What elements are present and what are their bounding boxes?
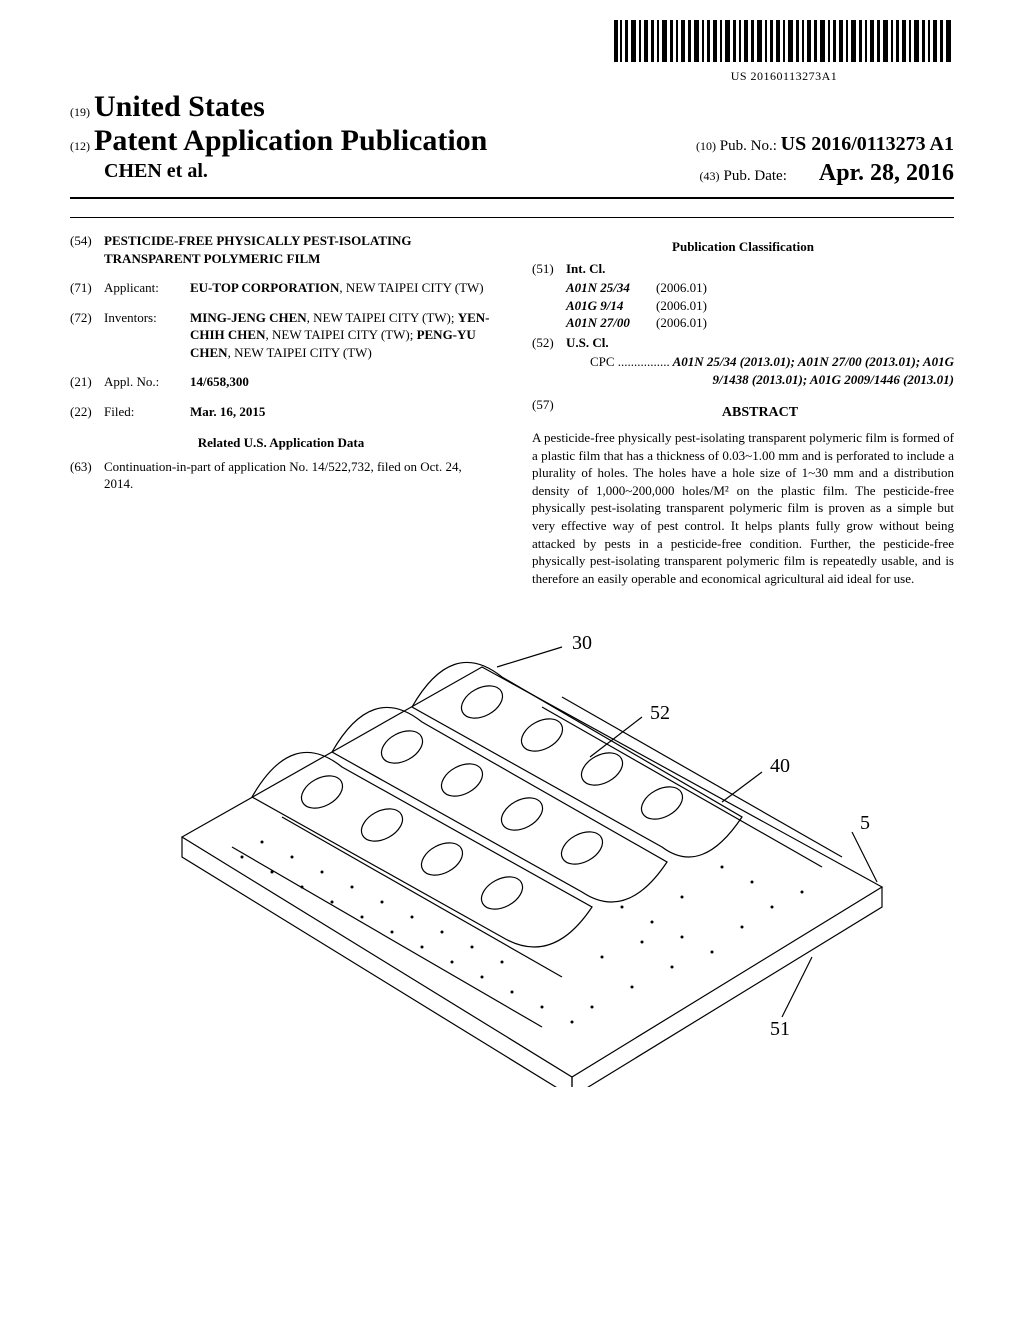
cpc-text: A01N 25/34 (2013.01); A01N 27/00 (2013.0…	[670, 354, 954, 387]
num-72: (72)	[70, 309, 104, 362]
intcl-list: A01N 25/34 (2006.01) A01G 9/14 (2006.01)…	[532, 279, 954, 332]
inventor-3-rest: , NEW TAIPEI CITY (TW)	[228, 345, 372, 360]
label-51: Int. Cl.	[566, 260, 605, 278]
num-71: (71)	[70, 279, 104, 297]
pub-no: US 2016/0113273 A1	[781, 133, 954, 155]
related-heading: Related U.S. Application Data	[70, 434, 492, 452]
applicant-rest: , NEW TAIPEI CITY (TW)	[339, 280, 483, 295]
val-21: 14/658,300	[190, 373, 492, 391]
cpc-prefix: CPC ................	[590, 354, 670, 369]
prefix-19: (19)	[70, 105, 90, 119]
intcl-code-2: A01N 27/00	[566, 314, 656, 332]
fig-label-40: 40	[770, 755, 790, 777]
label-52: U.S. Cl.	[566, 334, 609, 352]
fig-label-51: 51	[770, 1018, 790, 1040]
prefix-12: (12)	[70, 139, 90, 153]
rule-thin	[70, 217, 954, 218]
barcode-text: US 20160113273A1	[614, 69, 954, 84]
pub-no-label: Pub. No.:	[720, 138, 777, 154]
num-63: (63)	[70, 458, 104, 493]
patent-figure: 30 52 40 5 51	[122, 607, 902, 1087]
applicant-name: EU-TOP CORPORATION	[190, 280, 339, 295]
intcl-code-1: A01G 9/14	[566, 297, 656, 315]
prefix-10: (10)	[696, 139, 716, 153]
num-52: (52)	[532, 334, 566, 352]
patent-page: US 20160113273A1 (19) United States (12)…	[0, 0, 1024, 1320]
prefix-43: (43)	[700, 169, 720, 183]
fig-label-52: 52	[650, 702, 670, 724]
field-54: (54) PESTICIDE-FREE PHYSICALLY PEST-ISOL…	[70, 232, 492, 267]
abstract-label: ABSTRACT	[566, 404, 954, 423]
fig-label-5: 5	[860, 812, 870, 834]
cpc-block: CPC ................ A01N 25/34 (2013.01…	[532, 353, 954, 388]
doc-type: Patent Application Publication	[94, 124, 487, 157]
pub-date: Apr. 28, 2016	[819, 160, 954, 186]
rule-thick	[70, 197, 954, 199]
num-22: (22)	[70, 403, 104, 421]
fig-label-30: 30	[572, 632, 592, 654]
label-72: Inventors:	[104, 309, 190, 362]
right-column: Publication Classification (51) Int. Cl.…	[532, 232, 954, 587]
inventor-1: MING-JENG CHEN	[190, 310, 307, 325]
intcl-row-2: A01N 27/00 (2006.01)	[566, 314, 954, 332]
barcode-block: US 20160113273A1	[614, 20, 954, 84]
country-label: United States	[94, 90, 265, 123]
field-51: (51) Int. Cl.	[532, 260, 954, 278]
body-71: EU-TOP CORPORATION, NEW TAIPEI CITY (TW)	[190, 279, 492, 297]
field-71: (71) Applicant: EU-TOP CORPORATION, NEW …	[70, 279, 492, 297]
intcl-row-0: A01N 25/34 (2006.01)	[566, 279, 954, 297]
figure-area: 30 52 40 5 51	[70, 607, 954, 1092]
field-52: (52) U.S. Cl.	[532, 334, 954, 352]
inventor-2-rest: , NEW TAIPEI CITY (TW);	[265, 327, 416, 342]
field-63: (63) Continuation-in-part of application…	[70, 458, 492, 493]
title-54: PESTICIDE-FREE PHYSICALLY PEST-ISOLATING…	[104, 232, 492, 267]
abstract-text: A pesticide-free physically pest-isolati…	[532, 429, 954, 587]
label-22: Filed:	[104, 403, 190, 421]
field-72: (72) Inventors: MING-JENG CHEN, NEW TAIP…	[70, 309, 492, 362]
val-22: Mar. 16, 2015	[190, 403, 492, 421]
inventor-1-rest: , NEW TAIPEI CITY (TW);	[307, 310, 458, 325]
intcl-ver-2: (2006.01)	[656, 314, 954, 332]
num-51: (51)	[532, 260, 566, 278]
intcl-row-1: A01G 9/14 (2006.01)	[566, 297, 954, 315]
intcl-ver-0: (2006.01)	[656, 279, 954, 297]
intcl-code-0: A01N 25/34	[566, 279, 656, 297]
pub-date-label: Pub. Date:	[724, 168, 787, 184]
classif-heading: Publication Classification	[532, 238, 954, 256]
field-57: (57) ABSTRACT	[532, 396, 954, 427]
header: (19) United States (12) Patent Applicati…	[70, 90, 954, 187]
label-21: Appl. No.:	[104, 373, 190, 391]
authors-line: CHEN et al.	[70, 160, 208, 187]
label-71: Applicant:	[104, 279, 190, 297]
num-54: (54)	[70, 232, 104, 267]
num-57: (57)	[532, 396, 566, 427]
body-72: MING-JENG CHEN, NEW TAIPEI CITY (TW); YE…	[190, 309, 492, 362]
num-21: (21)	[70, 373, 104, 391]
field-22: (22) Filed: Mar. 16, 2015	[70, 403, 492, 421]
field-21: (21) Appl. No.: 14/658,300	[70, 373, 492, 391]
intcl-ver-1: (2006.01)	[656, 297, 954, 315]
barcode-icon	[614, 20, 954, 62]
body-63: Continuation-in-part of application No. …	[104, 458, 492, 493]
body-columns: (54) PESTICIDE-FREE PHYSICALLY PEST-ISOL…	[70, 232, 954, 587]
left-column: (54) PESTICIDE-FREE PHYSICALLY PEST-ISOL…	[70, 232, 492, 587]
